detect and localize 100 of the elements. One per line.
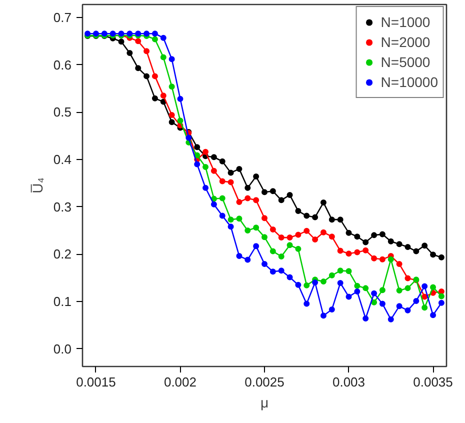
point — [312, 214, 318, 220]
y-tick-label: 0.5 — [53, 104, 72, 120]
x-tick-label: 0.003 — [332, 374, 366, 390]
point — [354, 282, 360, 289]
point — [328, 272, 335, 278]
point — [320, 200, 326, 206]
point — [236, 166, 242, 172]
x-tick-label: 0.0015 — [76, 374, 116, 390]
legend-label: N=1000 — [380, 14, 430, 30]
point — [210, 154, 217, 160]
point — [346, 250, 352, 257]
point — [362, 285, 369, 292]
point — [396, 288, 402, 294]
point — [126, 50, 133, 56]
point — [202, 148, 209, 155]
point — [262, 234, 268, 240]
point — [278, 253, 284, 260]
point — [312, 236, 318, 242]
point — [244, 256, 251, 263]
point — [312, 280, 318, 286]
point — [337, 280, 344, 286]
point — [304, 300, 310, 307]
point — [396, 303, 402, 310]
point — [244, 195, 251, 202]
point — [438, 288, 444, 294]
point — [413, 248, 420, 254]
point — [379, 287, 386, 294]
point — [346, 294, 352, 300]
point — [168, 56, 175, 62]
legend-label: N=2000 — [380, 34, 430, 50]
y-tick-label: 0.4 — [53, 152, 72, 167]
y-tick-label: 0.1 — [53, 294, 72, 309]
y-axis-title: U̅₄ — [29, 177, 46, 194]
point — [262, 261, 268, 268]
point — [295, 282, 302, 288]
y-tick-label: 0.7 — [53, 10, 72, 26]
point — [286, 192, 293, 198]
point — [337, 248, 344, 254]
point — [304, 282, 310, 288]
point — [194, 152, 200, 158]
point — [388, 316, 394, 322]
point — [168, 84, 175, 90]
point — [295, 208, 302, 214]
point — [328, 234, 335, 240]
point — [388, 238, 394, 244]
point — [152, 73, 158, 80]
point — [379, 256, 386, 262]
point — [328, 216, 335, 223]
point — [168, 112, 175, 118]
point — [413, 298, 420, 304]
point — [236, 199, 242, 206]
point — [270, 248, 276, 254]
x-tick-label: 0.0035 — [413, 374, 453, 390]
y-tick-label: 0.6 — [53, 57, 72, 72]
point — [404, 307, 411, 314]
point — [346, 268, 352, 274]
point — [422, 242, 428, 249]
point — [379, 231, 386, 238]
point — [236, 216, 242, 222]
point — [438, 254, 444, 260]
point — [354, 234, 360, 240]
point — [160, 34, 166, 41]
x-tick-label: 0.002 — [164, 374, 197, 390]
point — [295, 232, 302, 238]
point — [152, 36, 158, 42]
point — [354, 288, 360, 294]
point — [228, 170, 234, 176]
point — [270, 226, 276, 233]
point — [346, 230, 352, 236]
point — [160, 54, 166, 60]
point — [286, 274, 293, 280]
y-tick-label: 0.0 — [53, 341, 72, 356]
point — [337, 268, 344, 274]
point — [202, 184, 209, 191]
point — [194, 161, 200, 168]
point — [244, 227, 251, 234]
point — [396, 241, 402, 248]
point — [404, 285, 411, 292]
point — [168, 119, 175, 126]
point — [135, 38, 142, 44]
point — [337, 216, 344, 223]
legend-label: N=10000 — [380, 74, 438, 90]
point — [118, 38, 124, 45]
point — [404, 244, 411, 250]
point — [320, 312, 326, 319]
y-tick-label: 0.3 — [53, 199, 72, 214]
point — [160, 92, 166, 99]
point — [295, 246, 302, 252]
point — [177, 118, 184, 124]
point — [270, 268, 276, 275]
y-tick-label: 0.2 — [53, 246, 72, 262]
point — [286, 242, 293, 248]
point — [304, 212, 310, 219]
point — [320, 229, 326, 236]
point — [430, 252, 436, 258]
point — [253, 197, 260, 204]
point — [278, 197, 284, 204]
point — [219, 178, 226, 184]
point — [202, 164, 209, 170]
point — [438, 293, 444, 300]
